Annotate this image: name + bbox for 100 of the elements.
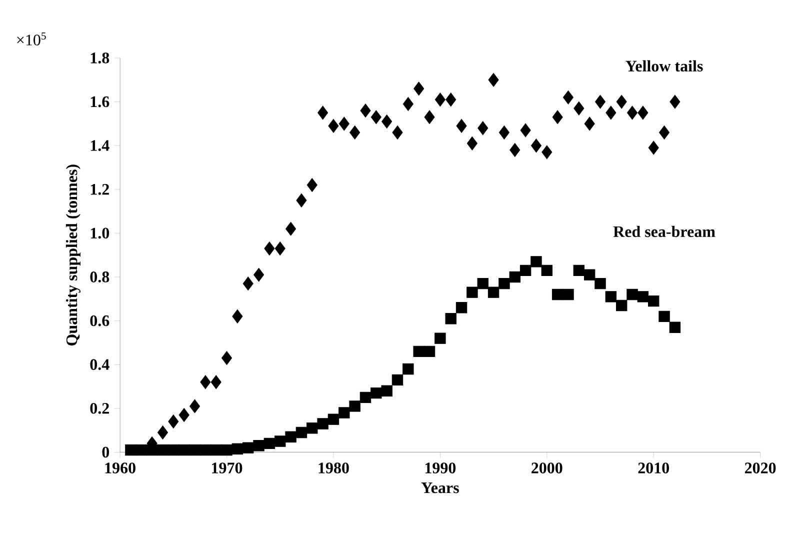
x-tick-label: 2000 <box>532 462 562 474</box>
point <box>285 431 296 442</box>
point <box>446 92 456 106</box>
point <box>498 278 510 290</box>
point <box>466 136 478 150</box>
point <box>264 438 276 449</box>
point <box>296 193 307 208</box>
point <box>402 363 414 374</box>
point <box>178 444 190 456</box>
point <box>658 310 670 322</box>
point <box>157 444 168 456</box>
point <box>424 346 436 357</box>
point <box>574 101 584 116</box>
point <box>413 346 424 357</box>
point <box>562 90 574 104</box>
point <box>125 444 136 456</box>
point <box>552 288 564 300</box>
point <box>573 264 585 276</box>
y-tick-label: 1.2 <box>90 184 109 195</box>
point <box>286 222 296 236</box>
y-axis-title: Quantity supplied (tonnes) <box>66 164 80 346</box>
point <box>659 125 670 140</box>
point <box>562 288 574 300</box>
point <box>200 375 211 389</box>
text: Red sea-bream <box>613 226 716 237</box>
point <box>466 286 478 298</box>
y-tick-label: 0 <box>102 446 110 458</box>
point <box>296 426 308 438</box>
y-tick-label: 1.6 <box>90 96 110 108</box>
point <box>456 302 468 314</box>
point <box>434 92 446 106</box>
series-label: Yellow tails <box>626 60 703 72</box>
x-tick-label: 1990 <box>425 462 456 474</box>
y-tick-label: 1.0 <box>90 228 110 239</box>
point <box>616 300 628 311</box>
point <box>210 444 222 456</box>
point <box>136 444 147 456</box>
point <box>382 114 392 128</box>
point <box>221 444 232 456</box>
point <box>510 142 520 157</box>
y-tick-label: 1.4 <box>90 140 110 151</box>
x-tick-label: 1970 <box>212 462 242 474</box>
point <box>520 264 532 276</box>
point <box>626 106 638 120</box>
y-tick-label: 0.6 <box>90 315 110 326</box>
point <box>360 392 372 403</box>
y-tick-label: 1.8 <box>90 52 110 64</box>
point <box>210 375 222 389</box>
x-axis-title: Years <box>421 482 459 494</box>
point <box>253 440 264 452</box>
point <box>264 241 275 256</box>
point <box>338 116 350 131</box>
y-tick-label: 0.8 <box>90 271 110 282</box>
point <box>338 407 350 418</box>
point <box>242 442 254 454</box>
point <box>392 374 404 386</box>
point <box>350 125 360 140</box>
point <box>402 96 414 111</box>
point <box>488 72 499 87</box>
point <box>669 322 681 333</box>
point <box>541 264 552 276</box>
point <box>638 106 648 120</box>
point <box>648 295 660 307</box>
point <box>584 269 596 280</box>
point <box>349 400 360 412</box>
point <box>221 350 232 365</box>
text: ×10$^{5}$ <box>17 32 46 46</box>
point <box>626 288 638 300</box>
point <box>498 125 510 140</box>
point <box>274 436 286 447</box>
point <box>168 414 179 428</box>
point <box>146 444 158 456</box>
point <box>318 106 328 120</box>
point <box>594 278 606 290</box>
point <box>254 268 264 282</box>
point <box>200 444 212 456</box>
point <box>242 276 254 290</box>
point <box>317 418 328 430</box>
point <box>594 94 606 109</box>
point <box>478 121 488 135</box>
x-tick-label: 2020 <box>744 462 776 474</box>
point <box>509 271 520 282</box>
point <box>670 94 680 109</box>
point <box>414 82 424 96</box>
point <box>168 444 180 456</box>
point <box>445 312 456 324</box>
point <box>178 408 190 422</box>
point <box>488 286 500 298</box>
x-tick-label: 1980 <box>318 462 349 474</box>
point <box>530 256 542 268</box>
point <box>189 444 200 456</box>
point <box>648 140 659 155</box>
point <box>605 290 617 302</box>
point <box>370 387 382 399</box>
point <box>424 110 435 124</box>
point <box>381 385 392 396</box>
x-tick-label: 1960 <box>105 462 136 474</box>
point <box>456 118 467 133</box>
point <box>328 414 340 425</box>
point <box>232 443 244 454</box>
